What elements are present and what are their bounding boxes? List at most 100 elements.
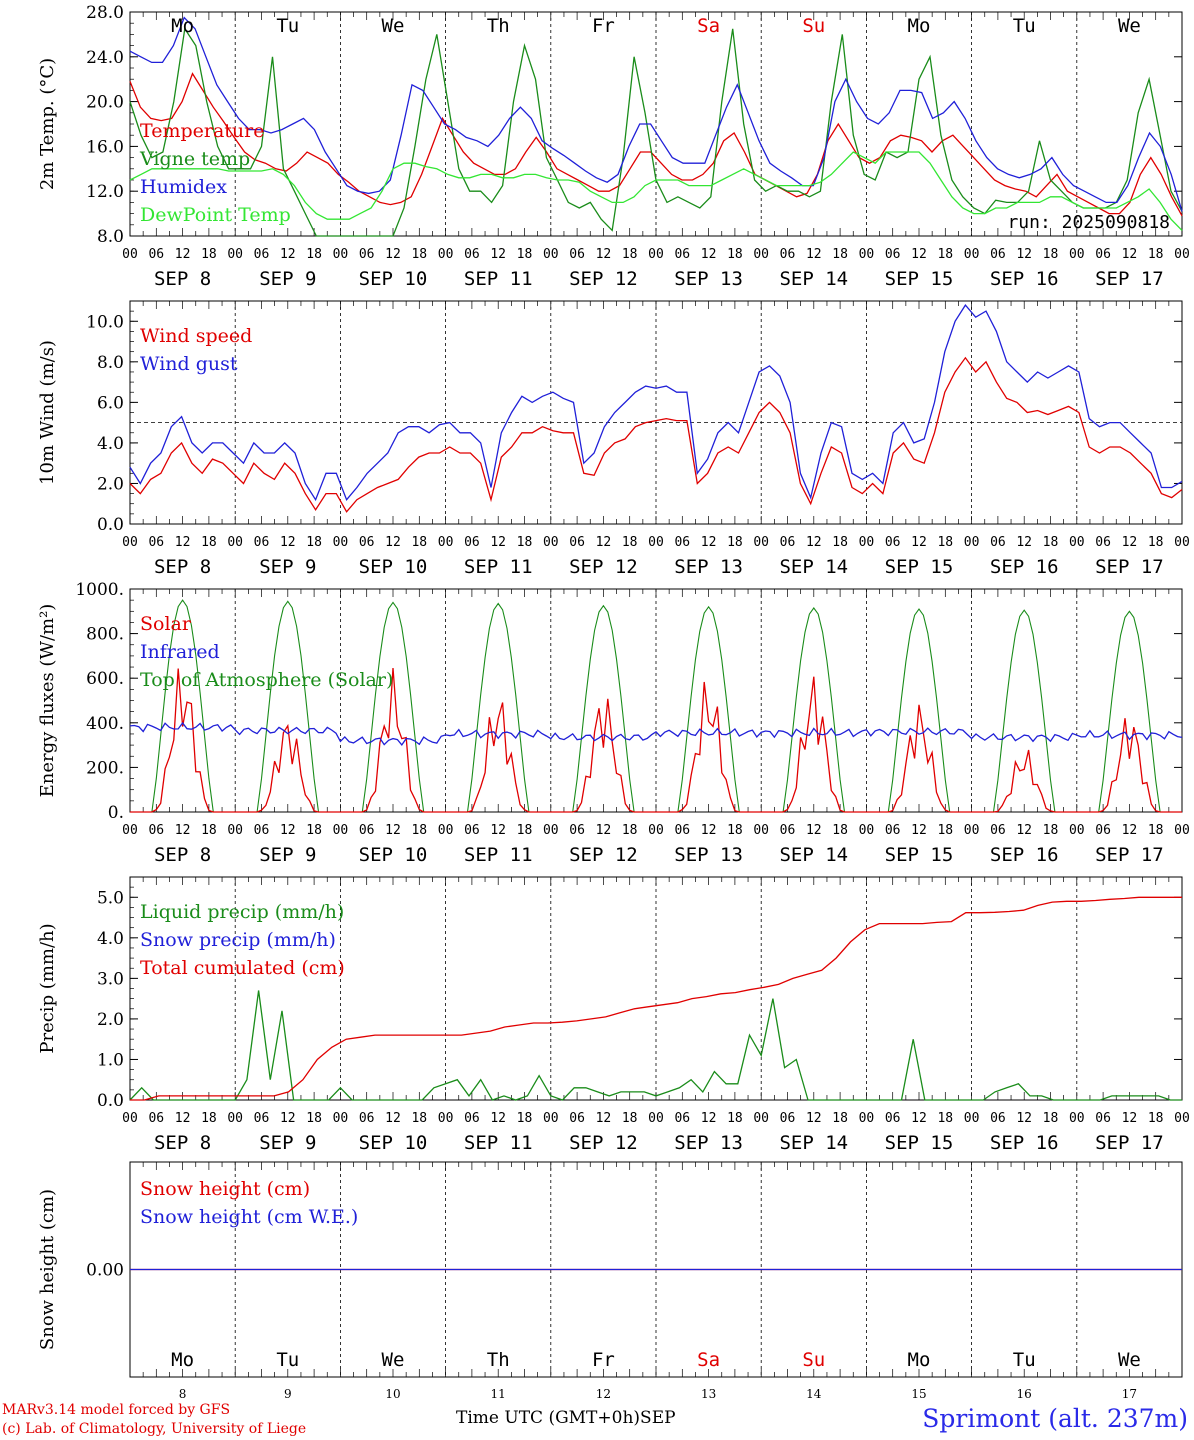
temperature-hour-label: 12	[490, 247, 506, 262]
weekday-label-bottom: We	[382, 1349, 405, 1371]
wind-hour-label: 12	[280, 535, 296, 550]
wind-hour-label: 12	[385, 535, 401, 550]
precip-hour-label: 18	[517, 1111, 533, 1126]
energy-hour-label: 00	[1174, 823, 1190, 838]
energy-date-label: SEP 15	[885, 844, 954, 866]
day-number-label: 12	[596, 1387, 611, 1401]
snow-legend-entry: Snow height (cm)	[140, 1178, 310, 1200]
wind-hour-label: 00	[227, 535, 243, 550]
precip-date-label: SEP 16	[990, 1132, 1059, 1154]
snow-ylabel: Snow height (cm)	[37, 1189, 58, 1350]
wind-ytick-label: 6.0	[97, 393, 124, 413]
wind-date-label: SEP 9	[259, 556, 316, 578]
temperature-hour-label: 00	[859, 247, 875, 262]
energy-hour-label: 06	[464, 823, 480, 838]
energy-hour-label: 18	[937, 823, 953, 838]
temperature-hour-label: 12	[701, 247, 717, 262]
model-credit: MARv3.14 model forced by GFS	[2, 1402, 231, 1418]
wind-hour-label: 12	[490, 535, 506, 550]
temperature-hour-label: 06	[1095, 247, 1111, 262]
wind-hour-label: 12	[1122, 535, 1138, 550]
temperature-hour-label: 00	[753, 247, 769, 262]
precip-hour-label: 06	[569, 1111, 585, 1126]
energy-hour-label: 12	[490, 823, 506, 838]
precip-hour-label: 12	[1016, 1111, 1032, 1126]
wind-hour-label: 00	[648, 535, 664, 550]
temperature-hour-label: 06	[569, 247, 585, 262]
wind-hour-label: 06	[464, 535, 480, 550]
temperature-hour-label: 06	[674, 247, 690, 262]
wind-hour-label: 06	[990, 535, 1006, 550]
wind-wind-gust-line	[129, 304, 1183, 502]
energy-hour-label: 06	[569, 823, 585, 838]
energy-date-label: SEP 9	[259, 844, 316, 866]
wind-hour-label: 18	[306, 535, 322, 550]
energy-hour-label: 18	[517, 823, 533, 838]
precip-hour-label: 12	[911, 1111, 927, 1126]
precip-ytick-label: 0.0	[97, 1091, 124, 1111]
precip-hour-label: 18	[411, 1111, 427, 1126]
wind-hour-label: 12	[806, 535, 822, 550]
wind-hour-label: 00	[964, 535, 980, 550]
temperature-hour-label: 00	[543, 247, 559, 262]
wind-frame	[129, 300, 1183, 525]
temperature-hour-label: 18	[1043, 247, 1059, 262]
energy-hour-label: 18	[201, 823, 217, 838]
wind-date-label: SEP 8	[154, 556, 211, 578]
energy-date-label: SEP 17	[1095, 844, 1164, 866]
wind-hour-label: 12	[596, 535, 612, 550]
wind-hour-label: 06	[780, 535, 796, 550]
weekday-label-top: We	[1118, 15, 1141, 37]
precip-legend-entry: Snow precip (mm/h)	[140, 929, 336, 951]
energy-date-label: SEP 8	[154, 844, 211, 866]
precip-date-label: SEP 17	[1095, 1132, 1164, 1154]
energy-hour-label: 00	[333, 823, 349, 838]
energy-hour-label: 18	[727, 823, 743, 838]
precip-hour-label: 18	[201, 1111, 217, 1126]
wind-hour-label: 06	[885, 535, 901, 550]
temperature-hour-label: 12	[1016, 247, 1032, 262]
temperature-ytick-label: 20.0	[86, 93, 124, 113]
wind-hour-label: 00	[333, 535, 349, 550]
precip-date-label: SEP 15	[885, 1132, 954, 1154]
energy-hour-label: 12	[280, 823, 296, 838]
wind-date-label: SEP 17	[1095, 556, 1164, 578]
wind-hour-label: 18	[832, 535, 848, 550]
month-label: SEP	[640, 1408, 676, 1428]
wind-hour-label: 06	[254, 535, 270, 550]
temperature-hour-label: 12	[280, 247, 296, 262]
temperature-legend-entry: Vigne temp	[139, 148, 250, 170]
wind-legend-entry: Wind speed	[140, 325, 252, 347]
temperature-hour-label: 00	[964, 247, 980, 262]
temperature-hour-label: 18	[306, 247, 322, 262]
temperature-hour-label: 06	[780, 247, 796, 262]
energy-ytick-label: 800.	[86, 625, 124, 645]
temperature-hour-label: 06	[990, 247, 1006, 262]
weekday-label-bottom: Sa	[697, 1349, 720, 1371]
precip-date-label: SEP 9	[259, 1132, 316, 1154]
weekday-label-bottom: Tu	[276, 1349, 299, 1371]
energy-hour-label: 00	[227, 823, 243, 838]
energy-hour-label: 18	[306, 823, 322, 838]
temperature-hour-label: 18	[1148, 247, 1164, 262]
energy-ytick-label: 200.	[86, 758, 124, 778]
temperature-hour-label: 18	[937, 247, 953, 262]
wind-date-label: SEP 14	[779, 556, 848, 578]
precip-hour-label: 12	[596, 1111, 612, 1126]
temperature-legend-entry: Humidex	[140, 176, 227, 198]
day-number-label: 16	[1017, 1387, 1032, 1401]
precip-hour-label: 06	[359, 1111, 375, 1126]
wind-hour-label: 18	[1043, 535, 1059, 550]
wind-ytick-label: 2.0	[97, 474, 124, 494]
precip-hour-label: 06	[148, 1111, 164, 1126]
wind-hour-label: 00	[543, 535, 559, 550]
day-number-label: 13	[701, 1387, 716, 1401]
energy-hour-label: 06	[885, 823, 901, 838]
precip-hour-label: 12	[1122, 1111, 1138, 1126]
precip-hour-label: 06	[1095, 1111, 1111, 1126]
precip-hour-label: 06	[885, 1111, 901, 1126]
temperature-hour-label: 00	[438, 247, 454, 262]
temperature-legend-entry: DewPoint Temp	[140, 204, 291, 226]
weekday-label-top: Mo	[908, 15, 931, 37]
precip-legend-entry: Liquid precip (mm/h)	[140, 901, 344, 923]
